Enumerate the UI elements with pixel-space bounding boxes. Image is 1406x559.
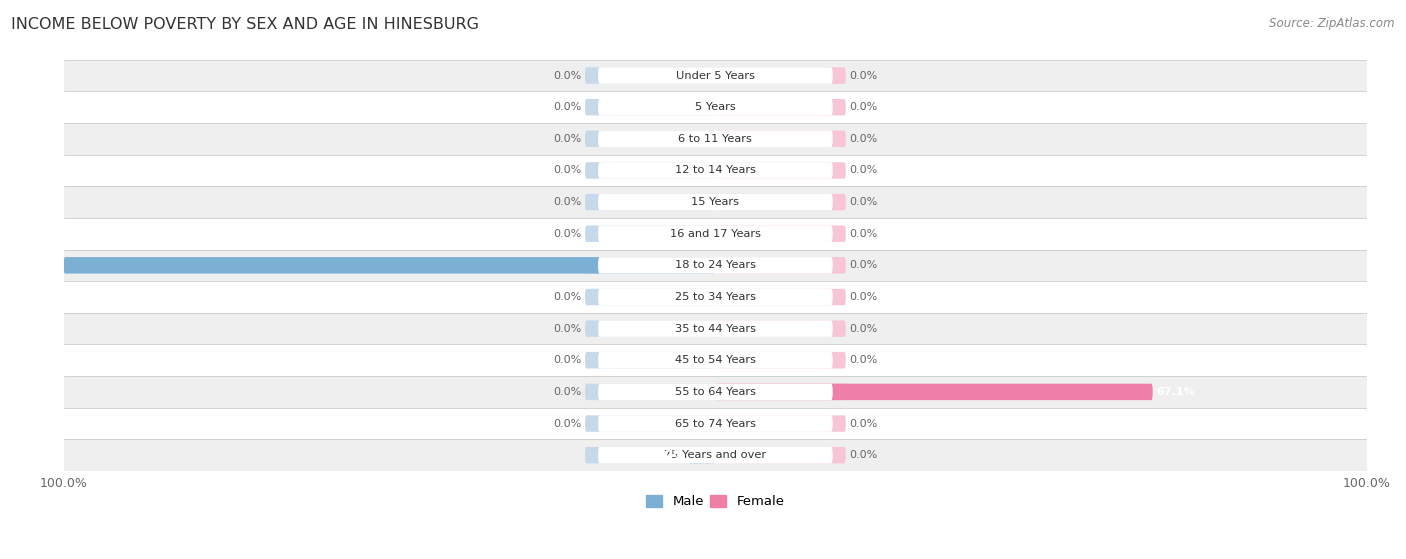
Text: 15 Years: 15 Years bbox=[692, 197, 740, 207]
FancyBboxPatch shape bbox=[585, 131, 716, 147]
FancyBboxPatch shape bbox=[598, 415, 832, 432]
Text: 4.2%: 4.2% bbox=[654, 450, 685, 460]
FancyBboxPatch shape bbox=[585, 162, 716, 179]
Text: 0.0%: 0.0% bbox=[849, 324, 877, 334]
FancyBboxPatch shape bbox=[598, 131, 832, 147]
Text: 0.0%: 0.0% bbox=[554, 324, 582, 334]
FancyBboxPatch shape bbox=[598, 352, 832, 368]
Text: 0.0%: 0.0% bbox=[554, 387, 582, 397]
Text: 75 Years and over: 75 Years and over bbox=[664, 450, 766, 460]
Text: 0.0%: 0.0% bbox=[554, 356, 582, 365]
Text: 100.0%: 100.0% bbox=[14, 260, 60, 271]
Text: 45 to 54 Years: 45 to 54 Years bbox=[675, 356, 756, 365]
FancyBboxPatch shape bbox=[716, 447, 846, 463]
FancyBboxPatch shape bbox=[716, 194, 846, 210]
Text: 0.0%: 0.0% bbox=[554, 165, 582, 176]
FancyBboxPatch shape bbox=[716, 67, 846, 84]
FancyBboxPatch shape bbox=[585, 383, 716, 400]
Text: 5 Years: 5 Years bbox=[695, 102, 735, 112]
Text: 0.0%: 0.0% bbox=[554, 292, 582, 302]
Bar bbox=[63, 91, 1367, 123]
Text: 0.0%: 0.0% bbox=[849, 292, 877, 302]
FancyBboxPatch shape bbox=[585, 447, 716, 463]
FancyBboxPatch shape bbox=[716, 352, 846, 368]
Bar bbox=[63, 155, 1367, 186]
Text: 0.0%: 0.0% bbox=[849, 102, 877, 112]
Bar bbox=[63, 313, 1367, 344]
Text: 67.1%: 67.1% bbox=[1156, 387, 1195, 397]
Text: 65 to 74 Years: 65 to 74 Years bbox=[675, 419, 756, 429]
Bar bbox=[63, 344, 1367, 376]
FancyBboxPatch shape bbox=[598, 99, 832, 115]
FancyBboxPatch shape bbox=[585, 99, 716, 115]
Text: 0.0%: 0.0% bbox=[849, 419, 877, 429]
Bar bbox=[63, 60, 1367, 91]
FancyBboxPatch shape bbox=[63, 257, 716, 273]
FancyBboxPatch shape bbox=[716, 131, 846, 147]
Text: 35 to 44 Years: 35 to 44 Years bbox=[675, 324, 756, 334]
Text: 0.0%: 0.0% bbox=[554, 197, 582, 207]
Bar bbox=[63, 186, 1367, 218]
Bar bbox=[63, 281, 1367, 313]
Text: 0.0%: 0.0% bbox=[849, 70, 877, 80]
FancyBboxPatch shape bbox=[716, 383, 846, 400]
Text: INCOME BELOW POVERTY BY SEX AND AGE IN HINESBURG: INCOME BELOW POVERTY BY SEX AND AGE IN H… bbox=[11, 17, 479, 32]
FancyBboxPatch shape bbox=[716, 320, 846, 337]
Text: 16 and 17 Years: 16 and 17 Years bbox=[669, 229, 761, 239]
Bar bbox=[63, 408, 1367, 439]
Bar bbox=[63, 376, 1367, 408]
FancyBboxPatch shape bbox=[716, 225, 846, 242]
Text: Source: ZipAtlas.com: Source: ZipAtlas.com bbox=[1270, 17, 1395, 30]
Bar bbox=[63, 218, 1367, 249]
Text: 12 to 14 Years: 12 to 14 Years bbox=[675, 165, 756, 176]
FancyBboxPatch shape bbox=[585, 257, 716, 273]
Text: 0.0%: 0.0% bbox=[554, 419, 582, 429]
Text: 0.0%: 0.0% bbox=[849, 260, 877, 271]
FancyBboxPatch shape bbox=[716, 99, 846, 115]
FancyBboxPatch shape bbox=[598, 162, 832, 179]
Legend: Male, Female: Male, Female bbox=[641, 490, 790, 514]
FancyBboxPatch shape bbox=[598, 320, 832, 337]
FancyBboxPatch shape bbox=[598, 225, 832, 242]
FancyBboxPatch shape bbox=[716, 257, 846, 273]
Text: 0.0%: 0.0% bbox=[849, 197, 877, 207]
FancyBboxPatch shape bbox=[585, 415, 716, 432]
Text: 0.0%: 0.0% bbox=[554, 70, 582, 80]
FancyBboxPatch shape bbox=[716, 162, 846, 179]
FancyBboxPatch shape bbox=[585, 289, 716, 305]
Text: 55 to 64 Years: 55 to 64 Years bbox=[675, 387, 756, 397]
FancyBboxPatch shape bbox=[598, 447, 832, 463]
Bar bbox=[63, 249, 1367, 281]
FancyBboxPatch shape bbox=[598, 257, 832, 273]
FancyBboxPatch shape bbox=[716, 289, 846, 305]
Bar bbox=[63, 439, 1367, 471]
Text: 0.0%: 0.0% bbox=[849, 165, 877, 176]
FancyBboxPatch shape bbox=[716, 383, 1153, 400]
FancyBboxPatch shape bbox=[598, 289, 832, 305]
FancyBboxPatch shape bbox=[585, 225, 716, 242]
FancyBboxPatch shape bbox=[598, 383, 832, 400]
Text: 0.0%: 0.0% bbox=[554, 229, 582, 239]
FancyBboxPatch shape bbox=[585, 194, 716, 210]
Text: 6 to 11 Years: 6 to 11 Years bbox=[679, 134, 752, 144]
FancyBboxPatch shape bbox=[688, 447, 716, 463]
Text: 18 to 24 Years: 18 to 24 Years bbox=[675, 260, 756, 271]
FancyBboxPatch shape bbox=[585, 67, 716, 84]
FancyBboxPatch shape bbox=[585, 352, 716, 368]
FancyBboxPatch shape bbox=[716, 415, 846, 432]
Text: 25 to 34 Years: 25 to 34 Years bbox=[675, 292, 756, 302]
FancyBboxPatch shape bbox=[598, 67, 832, 84]
FancyBboxPatch shape bbox=[585, 320, 716, 337]
Text: Under 5 Years: Under 5 Years bbox=[676, 70, 755, 80]
Text: 0.0%: 0.0% bbox=[554, 134, 582, 144]
Bar bbox=[63, 123, 1367, 155]
Text: 0.0%: 0.0% bbox=[849, 356, 877, 365]
Text: 0.0%: 0.0% bbox=[849, 229, 877, 239]
Text: 0.0%: 0.0% bbox=[849, 450, 877, 460]
Text: 0.0%: 0.0% bbox=[849, 134, 877, 144]
Text: 0.0%: 0.0% bbox=[554, 102, 582, 112]
FancyBboxPatch shape bbox=[598, 194, 832, 210]
